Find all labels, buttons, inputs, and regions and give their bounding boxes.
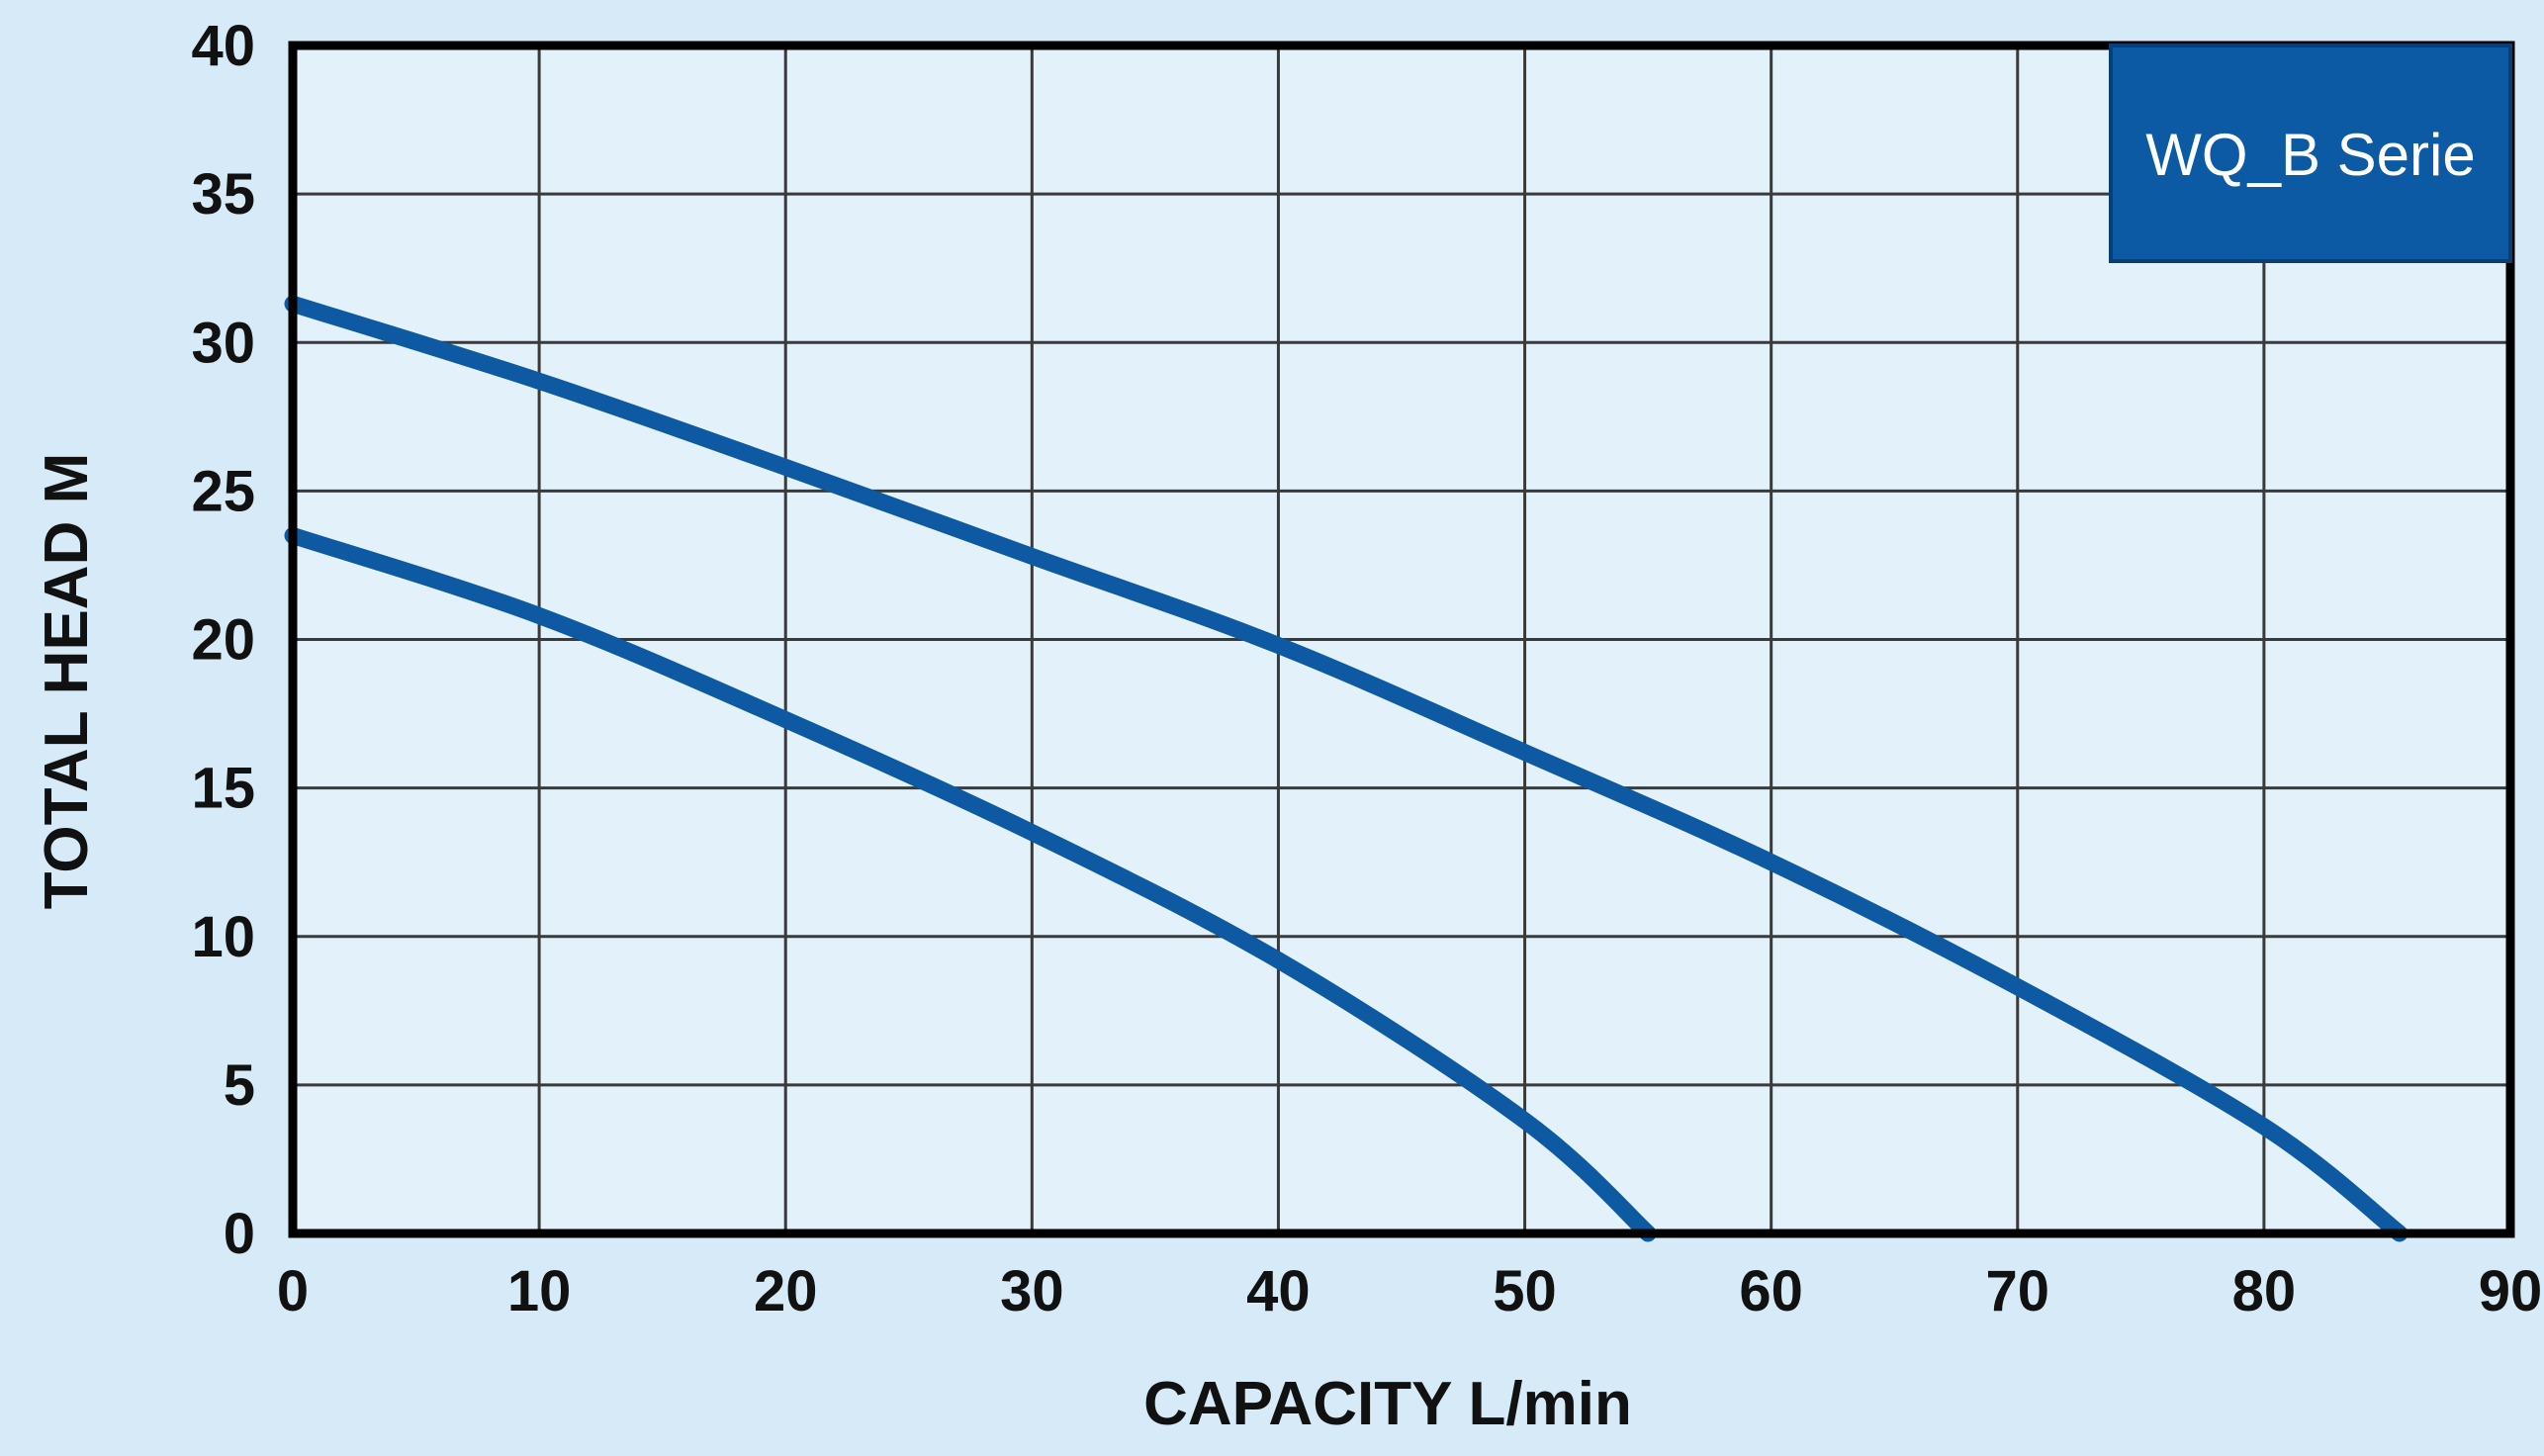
x-tick-label: 90 (2479, 1259, 2543, 1323)
y-tick-label: 35 (191, 162, 255, 227)
y-tick-label: 10 (191, 905, 255, 969)
x-axis-title: CAPACITY L/min (1143, 1370, 1632, 1438)
legend: WQ_B Serie (2109, 44, 2512, 263)
y-tick-label: 15 (191, 757, 255, 821)
x-tick-label: 80 (2232, 1259, 2297, 1323)
y-tick-label: 0 (224, 1202, 255, 1266)
series-lines (284, 295, 2408, 1242)
y-axis-title: TOTAL HEAD M (33, 453, 101, 910)
plot-frame (288, 41, 2515, 1238)
x-tick-label: 20 (754, 1259, 818, 1323)
x-tick-label: 60 (1739, 1259, 1803, 1323)
y-tick-label: 20 (191, 608, 255, 673)
x-tick-label: 40 (1246, 1259, 1311, 1323)
series-line-2 (284, 295, 2408, 1242)
y-tick-label: 5 (224, 1053, 255, 1118)
series-line-1 (284, 526, 1657, 1242)
y-tick-label: 40 (191, 14, 255, 78)
x-tick-label: 50 (1493, 1259, 1557, 1323)
x-tick-label: 30 (1000, 1259, 1064, 1323)
tick-labels: 0 10 20 30 40 50 60 70 80 90 0 5 10 15 20 25 30 35 40 (191, 14, 2542, 1323)
x-tick-label: 10 (507, 1259, 572, 1323)
x-tick-label: 0 (277, 1259, 309, 1323)
x-tick-label: 70 (1986, 1259, 2050, 1323)
y-tick-label: 25 (191, 459, 255, 523)
legend-label: WQ_B Serie (2145, 122, 2475, 188)
legend-box (2109, 44, 2512, 263)
y-tick-label: 30 (191, 311, 255, 375)
